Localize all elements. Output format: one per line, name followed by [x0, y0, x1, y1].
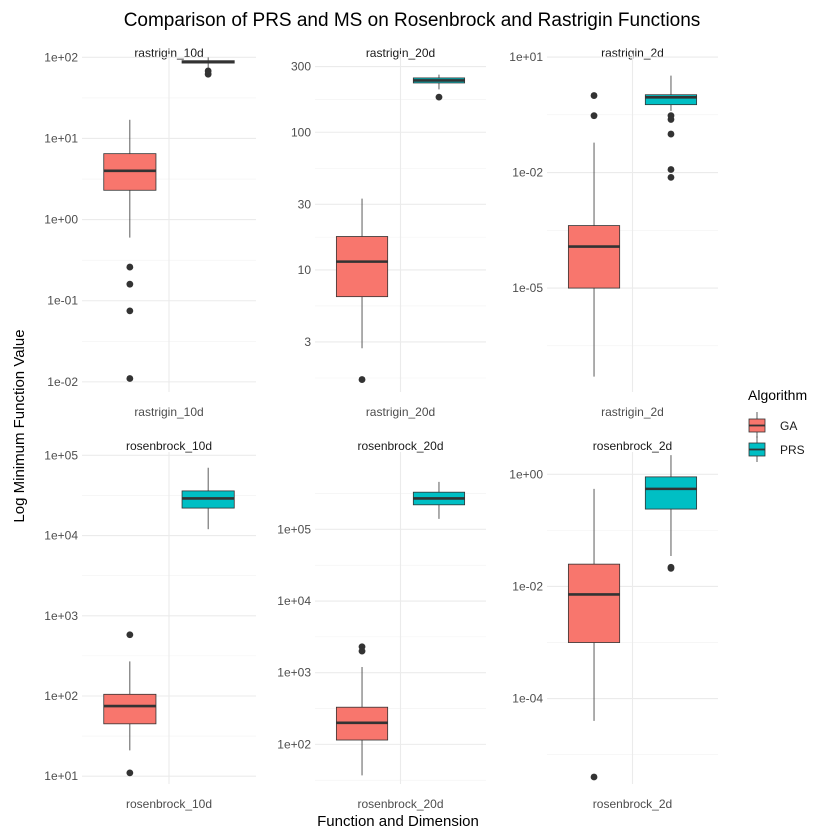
y-tick-label: 300	[291, 60, 311, 74]
facet-rastrigin_10d: rastrigin_10d 1e-02 1e-01 1e+00 1e+01 1e+02 ra…	[44, 46, 256, 419]
x-tick-label: rosenbrock_10d	[126, 797, 212, 811]
box-prs	[644, 455, 698, 572]
box-iqr	[644, 94, 698, 106]
box-prs	[181, 57, 235, 78]
box-ga	[335, 643, 389, 776]
y-tick-label: 1e+01	[44, 769, 78, 783]
legend-label: PRS	[780, 443, 805, 457]
box-iqr	[644, 476, 698, 510]
box-iqr	[567, 225, 621, 289]
y-tick-label: 1e+03	[277, 666, 311, 680]
facet-strip-label: rosenbrock_20d	[357, 439, 443, 453]
outlier-point	[358, 376, 366, 383]
x-axis-title: Function and Dimension	[317, 813, 479, 830]
y-tick-label: 30	[298, 197, 312, 211]
outlier-point	[204, 70, 212, 78]
box-iqr	[567, 563, 621, 643]
y-tick-label: 1e+05	[44, 448, 78, 462]
legend-label: GA	[780, 419, 797, 433]
y-tick-label: 1e+02	[44, 689, 78, 703]
x-tick-label: rosenbrock_20d	[357, 797, 443, 811]
y-tick-label: 1e+02	[44, 50, 78, 64]
facet-panels: rastrigin_10d 1e-02 1e-01 1e+00 1e+01 1e+02 ra…	[44, 46, 718, 811]
facet-rosenbrock_20d: rosenbrock_20d 1e+02 1e+03 1e+04 1e+05 rosenb…	[277, 439, 486, 811]
box-prs	[644, 75, 698, 181]
box-prs	[412, 481, 466, 519]
outlier-point	[358, 647, 366, 655]
y-tick-label: 1e+01	[44, 131, 78, 145]
facet-strip-label: rastrigin_10d	[134, 46, 203, 60]
facet-strip-label: rosenbrock_2d	[593, 439, 672, 453]
box-iqr	[335, 236, 389, 298]
y-tick-label: 1e-02	[47, 375, 78, 389]
y-tick-label: 1e-02	[512, 166, 543, 180]
facet-strip-label: rosenbrock_10d	[126, 439, 212, 453]
x-tick-label: rastrigin_2d	[601, 405, 664, 419]
y-axis-title: Log Minimum Function Value	[11, 329, 28, 522]
outlier-point	[126, 280, 134, 288]
y-tick-label: 1e+05	[277, 522, 311, 536]
y-tick-label: 1e+04	[277, 594, 311, 608]
legend-key-prs: PRS	[748, 436, 805, 462]
y-tick-label: 1e+02	[277, 737, 311, 751]
outlier-point	[667, 116, 675, 123]
outlier-point	[590, 112, 598, 120]
y-tick-label: 1e+04	[44, 529, 78, 543]
outlier-point	[126, 263, 134, 271]
box-prs	[181, 467, 235, 530]
y-tick-label: 1e+01	[509, 50, 543, 64]
legend: Algorithm GA PRS	[748, 387, 807, 462]
x-tick-label: rosenbrock_2d	[593, 797, 672, 811]
box-ga	[103, 119, 157, 382]
box-ga	[335, 198, 389, 383]
y-tick-label: 1e-04	[512, 692, 543, 706]
outlier-point	[435, 93, 443, 101]
facet-rastrigin_20d: rastrigin_20d 3 10 30 100 300 rastrigin_20d	[291, 46, 486, 419]
box-iqr	[103, 693, 157, 725]
outlier-point	[667, 130, 675, 138]
outlier-point	[590, 92, 598, 99]
outlier-point	[590, 773, 598, 781]
chart-title: Comparison of PRS and MS on Rosenbrock a…	[124, 10, 701, 31]
y-tick-label: 1e+00	[509, 467, 543, 481]
legend-key-ga: GA	[748, 412, 797, 438]
y-tick-label: 1e-02	[512, 579, 543, 593]
x-tick-label: rastrigin_20d	[366, 405, 435, 419]
y-tick-label: 1e-05	[512, 281, 543, 295]
y-tick-label: 1e+00	[44, 213, 78, 227]
facet-rosenbrock_2d: rosenbrock_2d 1e-04 1e-02 1e+00 rosenbrock_2…	[509, 439, 718, 811]
legend-title: Algorithm	[748, 387, 807, 403]
y-tick-label: 3	[304, 335, 311, 349]
y-tick-label: 10	[298, 263, 312, 277]
outlier-point	[667, 173, 675, 181]
outlier-point	[126, 307, 134, 315]
outlier-point	[667, 166, 675, 173]
outlier-point	[667, 564, 675, 572]
box-ga	[103, 631, 157, 777]
y-tick-label: 1e+03	[44, 609, 78, 623]
outlier-point	[126, 631, 134, 639]
outlier-point	[126, 769, 134, 777]
facet-rosenbrock_10d: rosenbrock_10d 1e+01 1e+02 1e+03 1e+04 1e+05 r…	[44, 439, 256, 811]
y-tick-label: 100	[291, 125, 311, 139]
y-tick-label: 1e-01	[47, 294, 78, 308]
outlier-point	[126, 375, 134, 382]
box-ga	[567, 488, 621, 781]
x-tick-label: rastrigin_10d	[134, 405, 203, 419]
box-prs	[412, 74, 466, 101]
facet-strip-label: rastrigin_20d	[366, 46, 435, 60]
box-ga	[567, 92, 621, 377]
